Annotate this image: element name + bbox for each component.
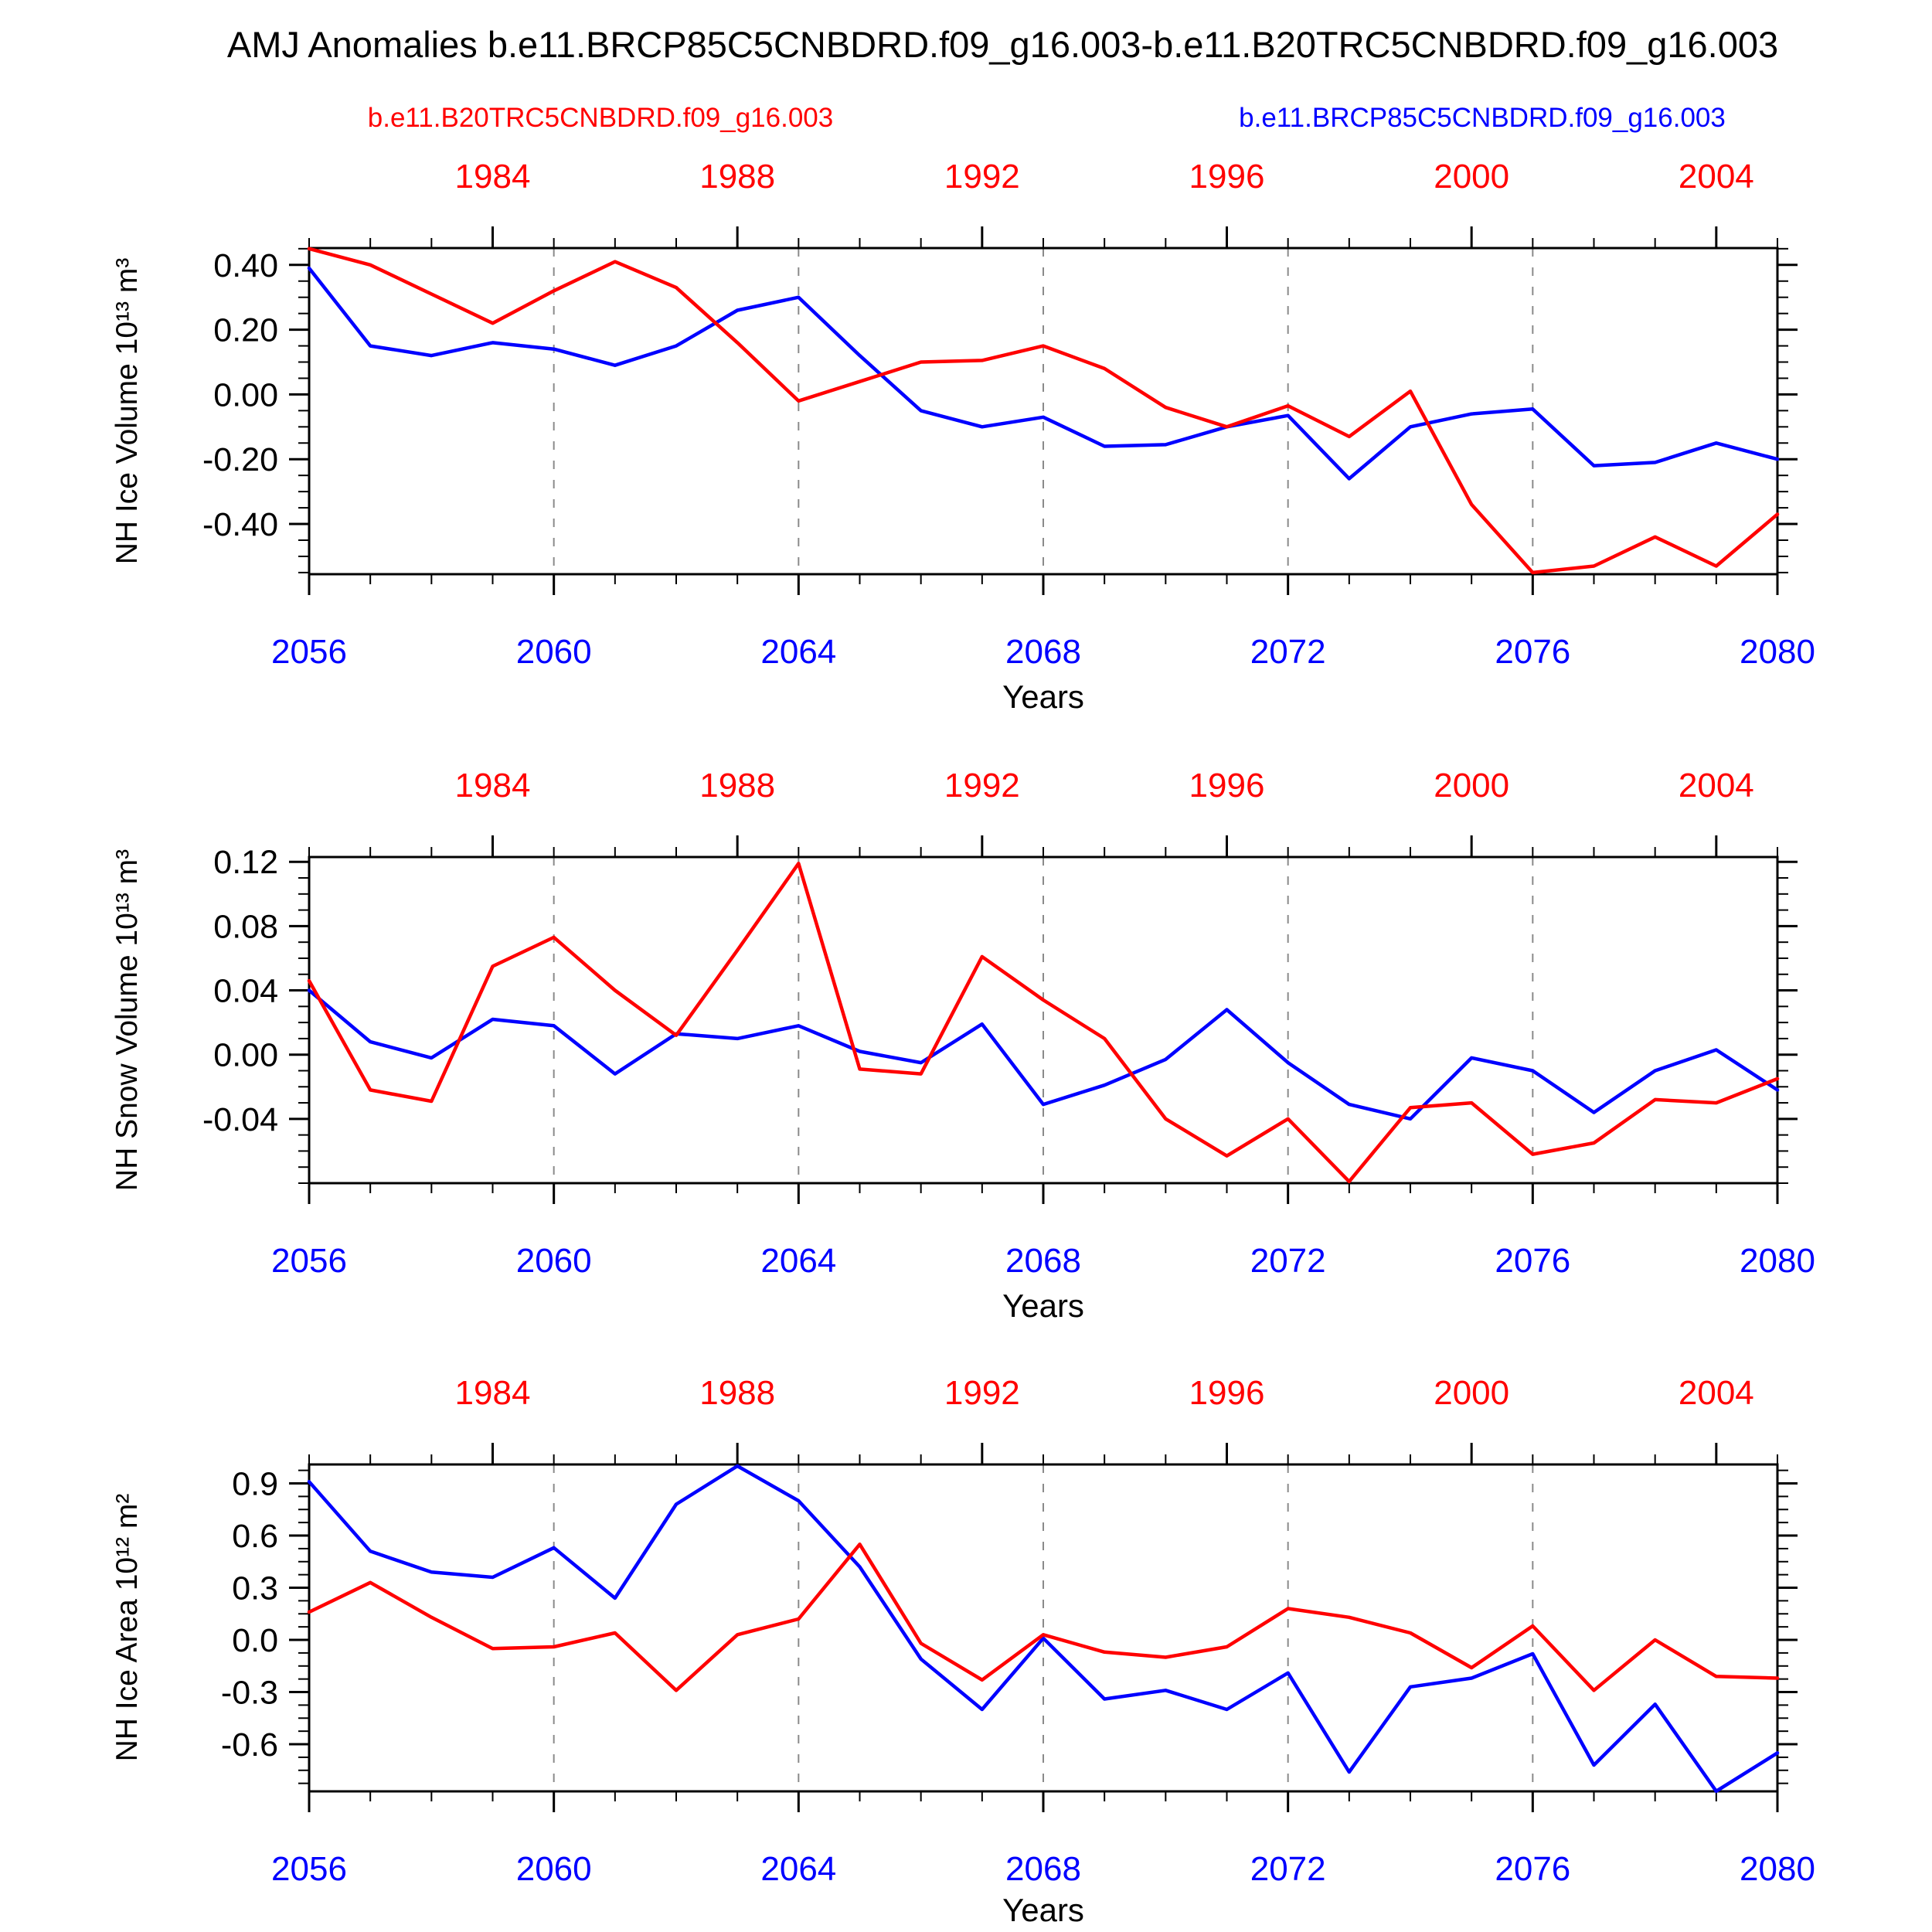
- x-tick-label-top: 2000: [1434, 158, 1509, 196]
- y-tick-label: 0.12: [213, 844, 278, 881]
- x-tick-label-bottom: 2064: [760, 1242, 836, 1280]
- y-tick-label: 0.6: [232, 1518, 278, 1555]
- x-tick-label-bottom: 2060: [516, 633, 592, 671]
- x-axis-title-years-2: Years: [1002, 1287, 1084, 1324]
- x-tick-label-bottom: 2076: [1495, 1850, 1570, 1888]
- x-tick-label-top: 1984: [455, 158, 531, 196]
- y-tick-label: -0.20: [202, 441, 278, 478]
- x-tick-label-bottom: 2064: [760, 633, 836, 671]
- x-tick-label-top: 1988: [699, 767, 775, 804]
- y-axis-title-ice-volume: NH Ice Volume 10¹³ m³: [111, 257, 144, 565]
- y-axis-title-ice-area: NH Ice Area 10¹² m²: [111, 1493, 144, 1762]
- nh-ice-volume-chart: 2056 2060 2064 2068 2072 2076 2080 1984 1988 1992…: [202, 158, 1815, 671]
- x-tick-label-bottom: 2056: [271, 1242, 347, 1280]
- x-axis-title-years-3: Years: [1002, 1892, 1084, 1928]
- x-tick-label-bottom: 2080: [1740, 1242, 1815, 1280]
- x-tick-label-bottom: 2076: [1495, 633, 1570, 671]
- x-tick-label-top: 2004: [1679, 767, 1754, 804]
- x-tick-label-bottom: 2060: [516, 1850, 592, 1888]
- x-tick-label-bottom: 2060: [516, 1242, 592, 1280]
- red-series-line: [307, 1543, 1780, 1692]
- legend-blue-series-label: b.e11.BRCP85C5CNBDRD.f09_g16.003: [1239, 103, 1726, 133]
- x-axis-title-years-1: Years: [1002, 679, 1084, 715]
- x-tick-label-bottom: 2068: [1005, 633, 1081, 671]
- blue-series-line: [307, 1464, 1780, 1794]
- y-tick-label: 0.04: [213, 973, 278, 1010]
- y-tick-label: 0.08: [213, 908, 278, 945]
- y-tick-label: 0.40: [213, 247, 278, 284]
- x-tick-label-bottom: 2068: [1005, 1850, 1081, 1888]
- blue-series-line: [307, 988, 1780, 1121]
- x-tick-label-top: 2000: [1434, 1374, 1509, 1412]
- x-tick-label-top: 2004: [1679, 158, 1754, 196]
- x-tick-label-bottom: 2068: [1005, 1242, 1081, 1280]
- nh-ice-area-chart: 2056 2060 2064 2068 2072 2076 2080 1984 1988 1992…: [221, 1374, 1815, 1888]
- x-tick-label-top: 1984: [455, 1374, 531, 1412]
- x-tick-label-bottom: 2064: [760, 1850, 836, 1888]
- x-tick-label-bottom: 2056: [271, 633, 347, 671]
- x-tick-label-top: 2000: [1434, 767, 1509, 804]
- x-tick-label-bottom: 2076: [1495, 1242, 1570, 1280]
- y-tick-label: 0.20: [213, 312, 278, 349]
- x-tick-label-bottom: 2080: [1740, 1850, 1815, 1888]
- x-tick-label-top: 1988: [699, 158, 775, 196]
- y-tick-label: 0.00: [213, 1037, 278, 1074]
- page-title: AMJ Anomalies b.e11.BRCP85C5CNBDRD.f09_g…: [226, 24, 1779, 65]
- x-tick-label-top: 1992: [944, 767, 1020, 804]
- y-tick-label: 0.00: [213, 376, 278, 413]
- nh-snow-volume-chart: 2056 2060 2064 2068 2072 2076 2080 1984 1988 1992…: [202, 767, 1815, 1280]
- y-tick-label: 0.3: [232, 1570, 278, 1607]
- blue-series-line: [307, 266, 1780, 481]
- y-axis-title-snow-volume: NH Snow Volume 10¹³ m³: [111, 849, 144, 1192]
- y-tick-label: -0.04: [202, 1101, 278, 1138]
- x-tick-label-bottom: 2080: [1740, 633, 1815, 671]
- x-tick-label-top: 1996: [1189, 1374, 1265, 1412]
- x-tick-label-bottom: 2072: [1250, 1850, 1326, 1888]
- y-tick-label: 0.9: [232, 1466, 278, 1503]
- x-tick-label-bottom: 2056: [271, 1850, 347, 1888]
- x-tick-label-top: 1996: [1189, 158, 1265, 196]
- x-tick-label-top: 1984: [455, 767, 531, 804]
- x-tick-label-bottom: 2072: [1250, 1242, 1326, 1280]
- y-tick-label: -0.3: [221, 1675, 278, 1712]
- x-tick-label-top: 1988: [699, 1374, 775, 1412]
- x-tick-label-top: 1996: [1189, 767, 1265, 804]
- y-tick-label: -0.6: [221, 1726, 278, 1764]
- x-tick-label-top: 1992: [944, 1374, 1020, 1412]
- legend-red-series-label: b.e11.B20TRC5CNBDRD.f09_g16.003: [367, 103, 834, 133]
- x-tick-label-top: 2004: [1679, 1374, 1754, 1412]
- y-tick-label: -0.40: [202, 506, 278, 543]
- red-series-line: [307, 247, 1780, 575]
- y-tick-label: 0.0: [232, 1622, 278, 1659]
- x-tick-label-bottom: 2072: [1250, 633, 1326, 671]
- x-tick-label-top: 1992: [944, 158, 1020, 196]
- red-series-line: [307, 862, 1780, 1184]
